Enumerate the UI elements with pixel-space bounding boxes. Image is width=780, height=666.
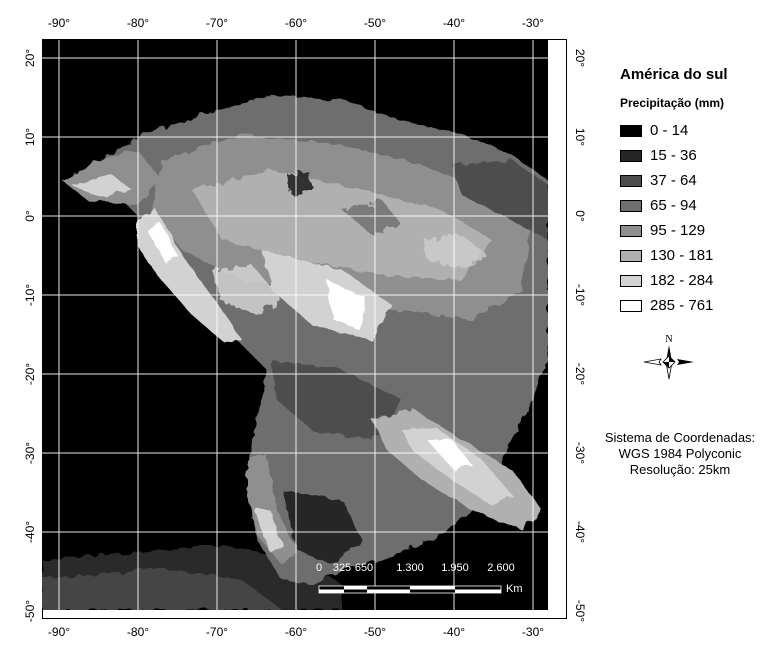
legend-swatch [620,224,642,237]
longitude-tick-bottom: -60° [284,625,308,639]
longitude-tick-top: -50° [363,16,387,30]
legend-swatch [620,299,642,312]
scale-segment [410,586,455,590]
scale-segment [367,586,410,590]
legend-label: 130 - 181 [650,247,714,264]
latitude-tick-left: -30° [23,441,37,465]
latitude-tick-right: -40° [573,520,587,544]
scale-label: 0 [315,562,323,574]
longitude-tick-top: -30° [521,16,545,30]
scale-outline [318,585,502,594]
longitude-tick-bottom: -50° [363,625,387,639]
precipitation-map[interactable]: 0 325 650 1.300 1.950 2.600 Km [42,40,552,610]
scale-segment [319,589,344,593]
continent-raster [62,95,548,585]
southern-band-inner [42,568,282,610]
scale-label: 2.600 [487,562,515,574]
legend-item: 37 - 64 [620,168,713,193]
legend-label: 182 - 284 [650,272,714,289]
longitude-tick-bottom: -30° [521,625,545,639]
legend-item: 182 - 284 [620,268,713,293]
latitude-tick-right: -20° [573,362,587,386]
scale-label: 650 [354,562,374,574]
legend-title: América do sul [620,66,728,83]
longitude-tick-top: -70° [205,16,229,30]
longitude-tick-bottom: -90° [47,625,71,639]
scale-segment [455,586,501,590]
latitude-tick-left: -40° [23,520,37,544]
legend-list: 0 - 14 15 - 36 37 - 64 65 - 94 95 - 129 130 -… [620,118,713,318]
latitude-tick-right: 10° [573,127,587,147]
longitude-tick-top: -40° [442,16,466,30]
scale-segment [455,589,501,593]
longitude-tick-bottom: -70° [205,625,229,639]
scale-segment [367,589,410,593]
longitude-tick-top: -60° [284,16,308,30]
scale-unit: Km [506,583,523,595]
legend-subtitle: Precipitação (mm) [620,96,725,110]
scale-segment [344,589,367,593]
coordinate-info: Sistema de Coordenadas: WGS 1984 Polycon… [580,430,780,478]
latitude-tick-right: -10° [573,283,587,307]
graticule [42,40,552,610]
latitude-tick-right: 20° [573,48,587,68]
scale-segment [344,586,367,590]
legend-item: 65 - 94 [620,193,713,218]
north-arrow-icon: N [641,334,697,390]
legend-label: 0 - 14 [650,122,689,139]
legend-swatch [620,274,642,287]
longitude-tick-bottom: -80° [126,625,150,639]
scale-label: 1.950 [441,562,469,574]
scale-bar [318,585,502,594]
scale-segment [410,589,455,593]
latitude-tick-left: 20° [23,48,37,68]
latitude-tick-left: -50° [23,599,37,623]
longitude-tick-top: -80° [126,16,150,30]
scale-label: 325 [332,562,352,574]
legend-swatch [620,149,642,162]
info-line-3: Resolução: 25km [629,462,731,477]
latitude-tick-left: 10° [23,127,37,147]
legend-item: 130 - 181 [620,243,713,268]
legend-label: 37 - 64 [650,172,697,189]
scale-label: 1.300 [396,562,424,574]
scale-segment [319,586,344,590]
map-edge-strip [548,40,552,610]
north-label: N [665,334,672,345]
longitude-tick-top: -90° [47,16,71,30]
legend-item: 0 - 14 [620,118,713,143]
legend-swatch [620,249,642,262]
legend-swatch [620,124,642,137]
legend-item: 285 - 761 [620,293,713,318]
latitude-tick-left: -20° [23,362,37,386]
latitude-tick-right: -50° [573,599,587,623]
precipitation-raster [42,40,552,610]
latitude-tick-left: 0° [23,210,37,222]
legend-label: 65 - 94 [650,197,697,214]
legend-label: 95 - 129 [650,222,706,239]
info-line-2: WGS 1984 Polyconic [618,446,742,461]
legend-item: 15 - 36 [620,143,713,168]
legend-item: 95 - 129 [620,218,713,243]
latitude-tick-left: -10° [23,283,37,307]
legend-swatch [620,199,642,212]
legend-swatch [620,174,642,187]
legend-label: 285 - 761 [650,297,714,314]
legend-label: 15 - 36 [650,147,697,164]
latitude-tick-right: 0° [573,210,587,222]
info-line-1: Sistema de Coordenadas: [604,430,756,445]
longitude-tick-bottom: -40° [442,625,466,639]
